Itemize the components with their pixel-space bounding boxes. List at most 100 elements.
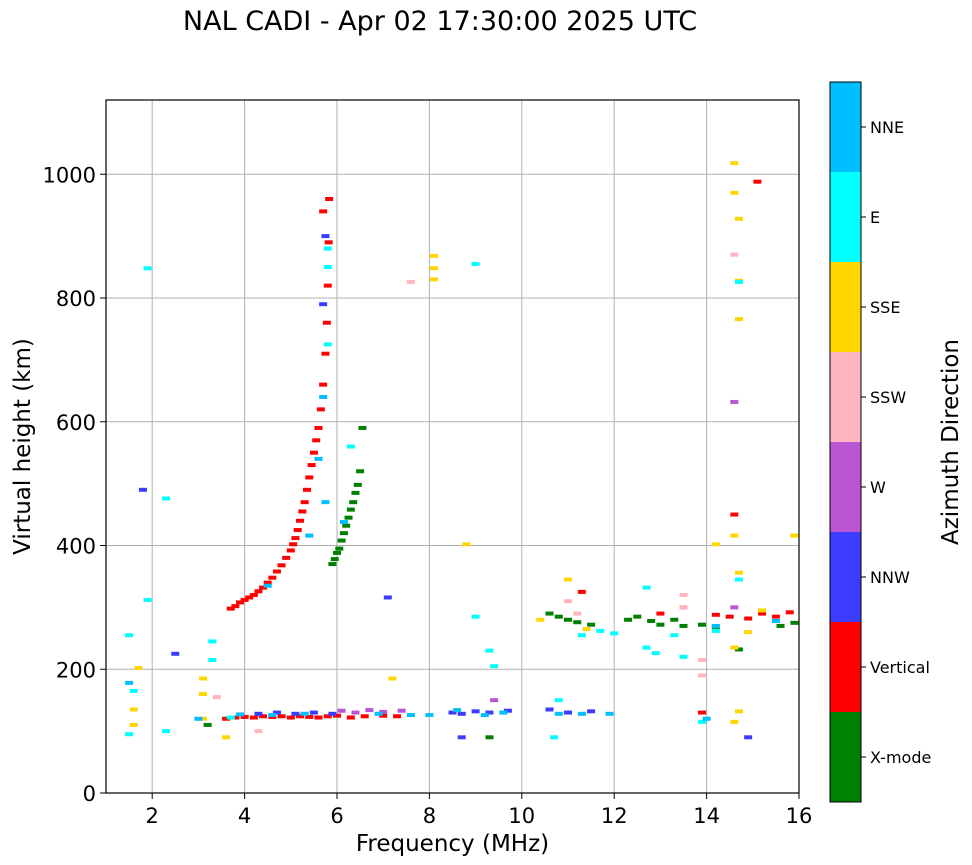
data-point-nnw: [485, 710, 494, 715]
data-marks: [125, 161, 799, 740]
data-point-vertical: [231, 715, 240, 720]
data-point-ssw: [564, 599, 572, 604]
data-point-e: [129, 688, 138, 693]
data-point-vertical: [249, 593, 258, 597]
data-point-nne: [771, 618, 780, 623]
colorbar-segment: [830, 262, 861, 352]
data-point-vertical: [235, 600, 244, 605]
data-point-sse: [430, 266, 439, 271]
data-point-sse: [199, 676, 208, 681]
data-point-x-mode: [344, 515, 353, 520]
data-point-vertical: [333, 713, 341, 718]
colorbar-label: NNW: [870, 568, 910, 587]
x-tick-label: 4: [238, 804, 251, 828]
data-point-e: [697, 719, 706, 724]
colorbar-label: Vertical: [870, 658, 930, 677]
data-point-x-mode: [564, 617, 572, 622]
data-point-nnw: [321, 234, 330, 239]
data-point-vertical: [346, 715, 355, 720]
data-point-vertical: [293, 528, 302, 533]
colorbar-frame: [829, 81, 862, 803]
data-point-sse: [730, 645, 739, 650]
data-point-x-mode: [339, 531, 348, 536]
data-point-e: [162, 729, 171, 734]
data-point-ssw: [697, 657, 706, 662]
data-point-x-mode: [647, 618, 656, 623]
data-point-x-mode: [349, 500, 358, 505]
data-point-e: [596, 628, 605, 633]
data-point-sse: [730, 190, 739, 195]
data-point-nne: [314, 456, 323, 461]
data-point-ssw: [254, 729, 263, 734]
data-point-nne: [339, 519, 348, 524]
data-point-sse: [134, 666, 143, 671]
data-point-nne: [268, 713, 277, 718]
data-point-x-mode: [335, 546, 344, 551]
data-point-vertical: [771, 614, 780, 619]
data-point-nnw: [457, 711, 466, 716]
data-point-sse: [199, 692, 208, 696]
data-point-nnw: [545, 707, 554, 712]
data-point-vertical: [245, 595, 254, 600]
data-point-e: [471, 614, 480, 619]
data-point-sse: [758, 608, 767, 613]
colorbar-label: SSE: [870, 298, 900, 317]
data-point-vertical: [277, 563, 286, 568]
data-point-e: [679, 654, 688, 659]
data-point-vertical: [286, 715, 295, 720]
y-tick-label: 400: [56, 535, 96, 559]
data-point-vertical: [305, 714, 314, 719]
chart-title: NAL CADI - Apr 02 17:30:00 2025 UTC: [182, 6, 698, 37]
data-point-nnw: [272, 710, 281, 715]
x-tick-label: 14: [693, 804, 720, 828]
data-point-nne: [711, 623, 720, 628]
x-tick-label: 16: [786, 804, 813, 828]
data-point-sse: [388, 676, 397, 681]
data-point-ssw: [730, 252, 739, 257]
data-point-x-mode: [330, 557, 339, 562]
data-point-vertical: [323, 714, 332, 719]
data-point-e: [642, 585, 651, 590]
data-point-vertical: [744, 616, 753, 621]
data-point-x-mode: [624, 617, 633, 622]
y-tick-label: 0: [83, 782, 96, 806]
data-point-e: [711, 628, 720, 633]
data-point-nne: [605, 711, 614, 716]
data-point-nne: [305, 533, 314, 538]
data-point-nne: [374, 711, 383, 716]
data-point-nne: [577, 711, 586, 716]
data-point-nne: [263, 583, 272, 588]
data-point-ssw: [679, 593, 688, 597]
data-point-x-mode: [346, 507, 355, 512]
data-point-x-mode: [554, 614, 563, 619]
data-point-nnw: [328, 711, 337, 716]
data-point-nne: [702, 716, 711, 721]
data-point-w: [351, 710, 360, 715]
data-point-sse: [744, 630, 753, 635]
data-point-e: [162, 496, 171, 501]
data-point-e: [651, 651, 660, 656]
data-point-vertical: [289, 542, 298, 547]
data-point-sse: [430, 253, 439, 258]
data-point-sse: [711, 542, 720, 547]
data-point-vertical: [254, 589, 263, 594]
data-point-e: [490, 664, 499, 669]
x-tick-label: 6: [330, 804, 343, 828]
data-point-e: [577, 633, 586, 638]
data-point-nnw: [744, 735, 753, 740]
data-point-nnw: [448, 710, 457, 715]
data-point-vertical: [325, 197, 334, 201]
data-point-x-mode: [697, 622, 706, 627]
data-point-e: [346, 444, 355, 449]
data-point-e: [734, 279, 743, 284]
data-point-e: [143, 597, 152, 602]
data-point-sse: [734, 317, 743, 322]
data-point-vertical: [785, 610, 794, 615]
data-point-w: [730, 605, 739, 610]
data-point-nne: [480, 713, 489, 718]
data-point-e: [323, 265, 332, 270]
data-point-vertical: [730, 512, 739, 517]
axes: 2 4 6 8 10 12 14 16 0 200 400 600 800 1000 Frequency (…: [10, 163, 812, 857]
data-point-x-mode: [342, 523, 351, 528]
